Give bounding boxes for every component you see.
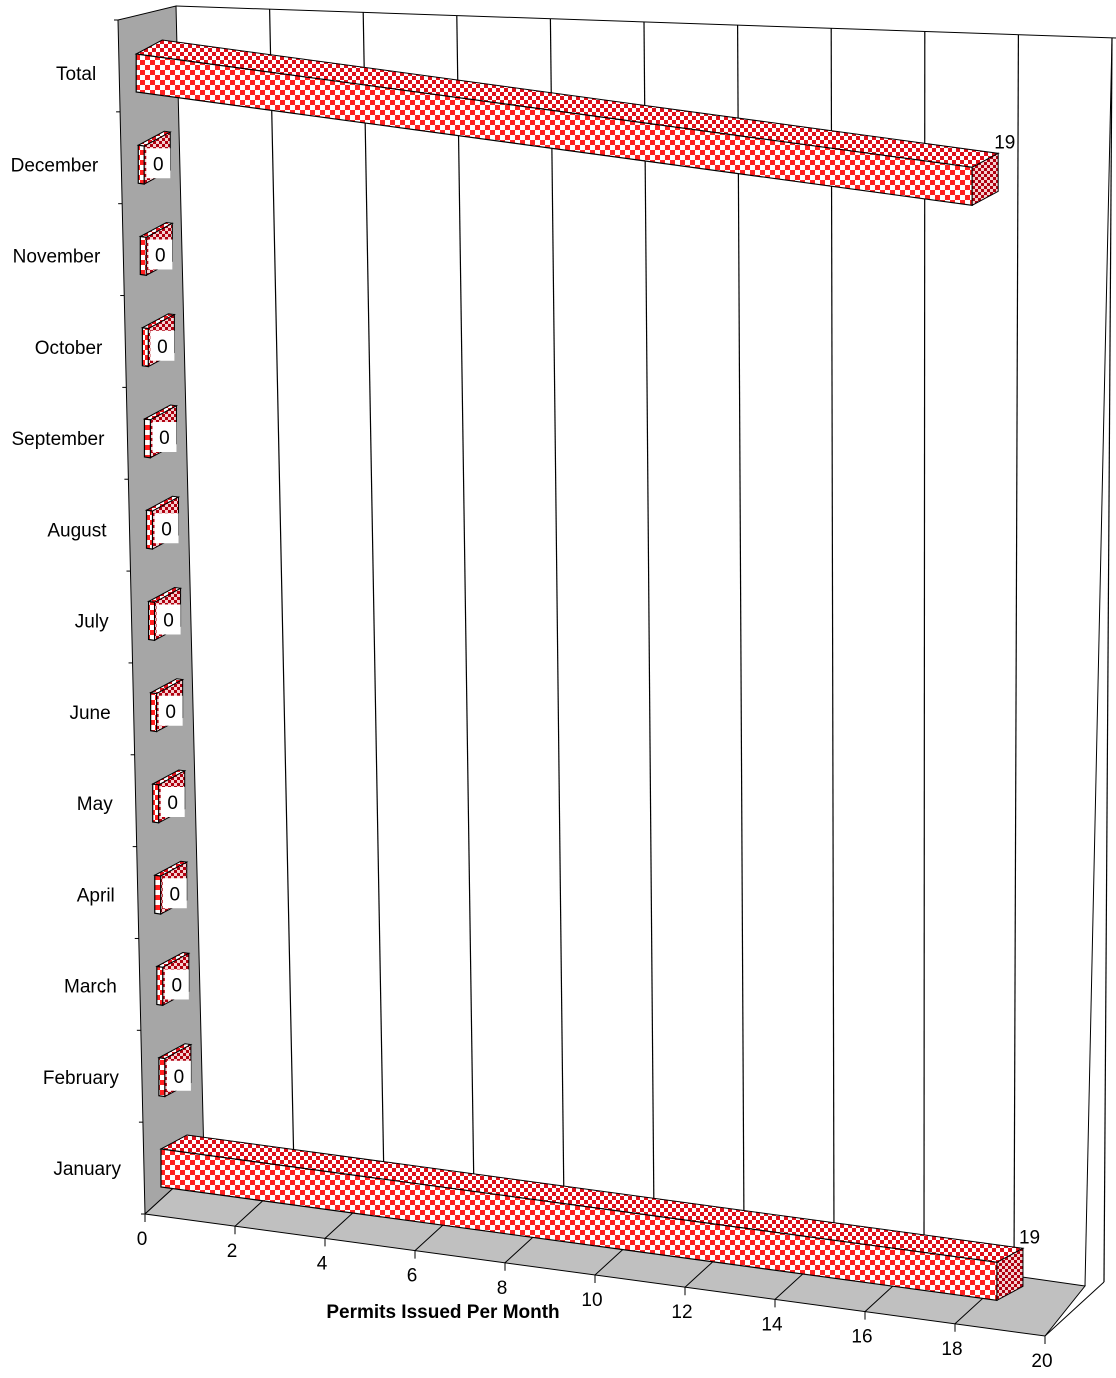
x-tick-label: 12 — [671, 1302, 692, 1323]
bar-front-face — [153, 784, 159, 823]
gridline — [457, 16, 474, 1197]
data-label: 0 — [169, 884, 180, 905]
data-label: 0 — [165, 702, 176, 723]
back-wall-top-edge — [176, 6, 1116, 38]
data-label: 0 — [157, 337, 168, 358]
x-tick-label: 20 — [1031, 1351, 1052, 1372]
data-label: 19 — [994, 132, 1015, 153]
bar-front-face — [159, 1058, 165, 1097]
data-label: 0 — [161, 519, 172, 540]
bar-front-face — [136, 54, 972, 205]
bar-front-face — [142, 328, 148, 367]
y-category-label: November — [13, 247, 101, 268]
bar-front-face — [155, 875, 161, 914]
bar-front-face — [138, 145, 144, 184]
y-category-label: December — [11, 155, 99, 176]
x-tick-label: 16 — [851, 1327, 872, 1348]
bar-front-face — [149, 602, 155, 641]
gridline — [644, 22, 654, 1221]
x-tick-label: 2 — [227, 1241, 238, 1262]
gridline — [1014, 35, 1018, 1270]
x-tick-label: 6 — [407, 1266, 418, 1287]
gridline — [270, 9, 294, 1172]
gridline — [738, 25, 744, 1233]
y-category-label: January — [53, 1159, 121, 1180]
gridline — [550, 19, 564, 1209]
x-tick-label: 4 — [317, 1253, 328, 1274]
data-label: 0 — [172, 976, 183, 997]
bar-front-face — [140, 237, 146, 276]
y-category-label: October — [35, 338, 103, 359]
y-category-label: June — [69, 703, 110, 724]
x-axis-title: Permits Issued Per Month — [326, 1302, 559, 1323]
y-category-label: March — [64, 977, 117, 998]
data-label: 0 — [167, 793, 178, 814]
y-category-label: September — [11, 429, 105, 450]
x-tick-label: 0 — [137, 1229, 148, 1250]
x-tick-label: 10 — [581, 1290, 602, 1311]
y-category-label: May — [77, 794, 113, 815]
bar-total — [136, 40, 998, 205]
bar-front-face — [147, 510, 153, 549]
x-tick-label: 18 — [941, 1339, 962, 1360]
y-category-label: April — [77, 885, 115, 906]
data-label: 0 — [155, 246, 166, 267]
bar-front-face — [151, 693, 157, 732]
bar-front-face — [157, 967, 163, 1006]
data-label: 0 — [163, 611, 174, 632]
y-category-label: February — [43, 1068, 120, 1089]
data-label: 0 — [153, 154, 164, 175]
bar-front-face — [144, 419, 150, 458]
y-category-label: August — [47, 520, 107, 541]
gridline — [363, 12, 384, 1184]
y-category-label: July — [75, 612, 109, 633]
data-label: 19 — [1019, 1227, 1040, 1248]
gridline — [924, 32, 925, 1258]
x-tick-label: 14 — [761, 1314, 783, 1335]
x-tick-label: 8 — [497, 1278, 508, 1299]
gridline — [831, 28, 834, 1245]
data-label: 0 — [174, 1067, 185, 1088]
y-category-label: Total — [56, 64, 96, 85]
data-label: 0 — [159, 428, 170, 449]
